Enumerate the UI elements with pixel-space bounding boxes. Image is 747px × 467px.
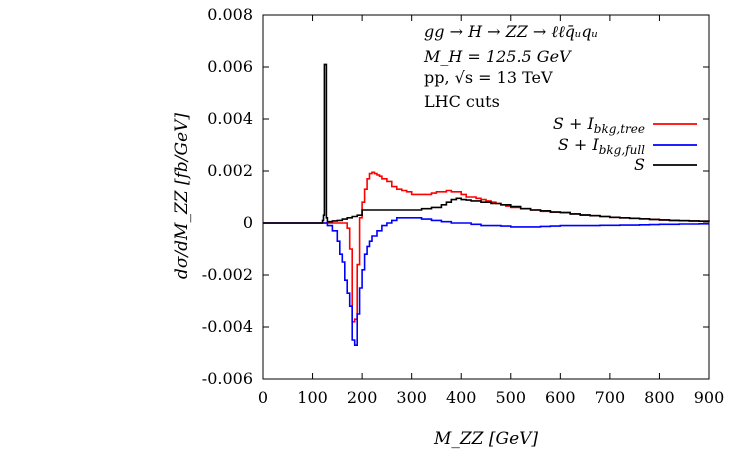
x-tick-label: 700 [595, 388, 626, 407]
legend-label: S [634, 155, 645, 174]
series-line-s [263, 63, 710, 224]
annotation-process: gg → H → ZZ → ℓℓq̄ᵤqᵤ [424, 22, 598, 41]
y-tick-label: -0.004 [202, 317, 253, 336]
x-tick-label: 800 [644, 388, 675, 407]
y-tick-label: 0.004 [207, 109, 253, 128]
annotations: gg → H → ZZ → ℓℓq̄ᵤqᵤ M_H = 125.5 GeV pp… [423, 22, 598, 111]
x-tick-label: 100 [297, 388, 328, 407]
x-tick-label: 600 [545, 388, 576, 407]
x-tick-label: 500 [496, 388, 527, 407]
x-tick-label: 900 [694, 388, 725, 407]
x-axis: 0 100 200 300 400 500 600 700 800 900 [258, 15, 724, 407]
y-tick-label: 0.002 [207, 161, 253, 180]
series-layer [263, 63, 710, 346]
x-tick-label: 200 [347, 388, 378, 407]
annotation-cuts: LHC cuts [424, 92, 500, 111]
x-tick-label: 300 [396, 388, 427, 407]
legend-label: S + Ibkg,full [558, 135, 645, 157]
series-line-s-i-bkg-full [263, 217, 709, 346]
y-tick-label: 0.008 [207, 5, 253, 24]
annotation-mass: M_H = 125.5 GeV [423, 47, 572, 66]
plot-frame [262, 14, 710, 380]
series-line-s-i-bkg-tree [263, 171, 710, 323]
x-tick-label: 0 [258, 388, 268, 407]
y-tick-label: -0.006 [202, 369, 253, 388]
y-axis-title: dσ/dM_ZZ [fb/GeV] [172, 113, 192, 279]
y-tick-label: -0.002 [202, 265, 253, 284]
annotation-energy: pp, √s = 13 TeV [424, 68, 553, 87]
legend-label: S + Ibkg,tree [553, 114, 645, 136]
y-tick-label: 0.006 [207, 57, 253, 76]
x-tick-label: 400 [446, 388, 477, 407]
y-axis: -0.006 -0.004 -0.002 0 0.002 0.004 0.006 0.008 [202, 5, 709, 388]
x-axis-title: M_ZZ [GeV] [433, 429, 538, 449]
plot-border [262, 14, 710, 380]
y-tick-label: 0 [243, 213, 253, 232]
